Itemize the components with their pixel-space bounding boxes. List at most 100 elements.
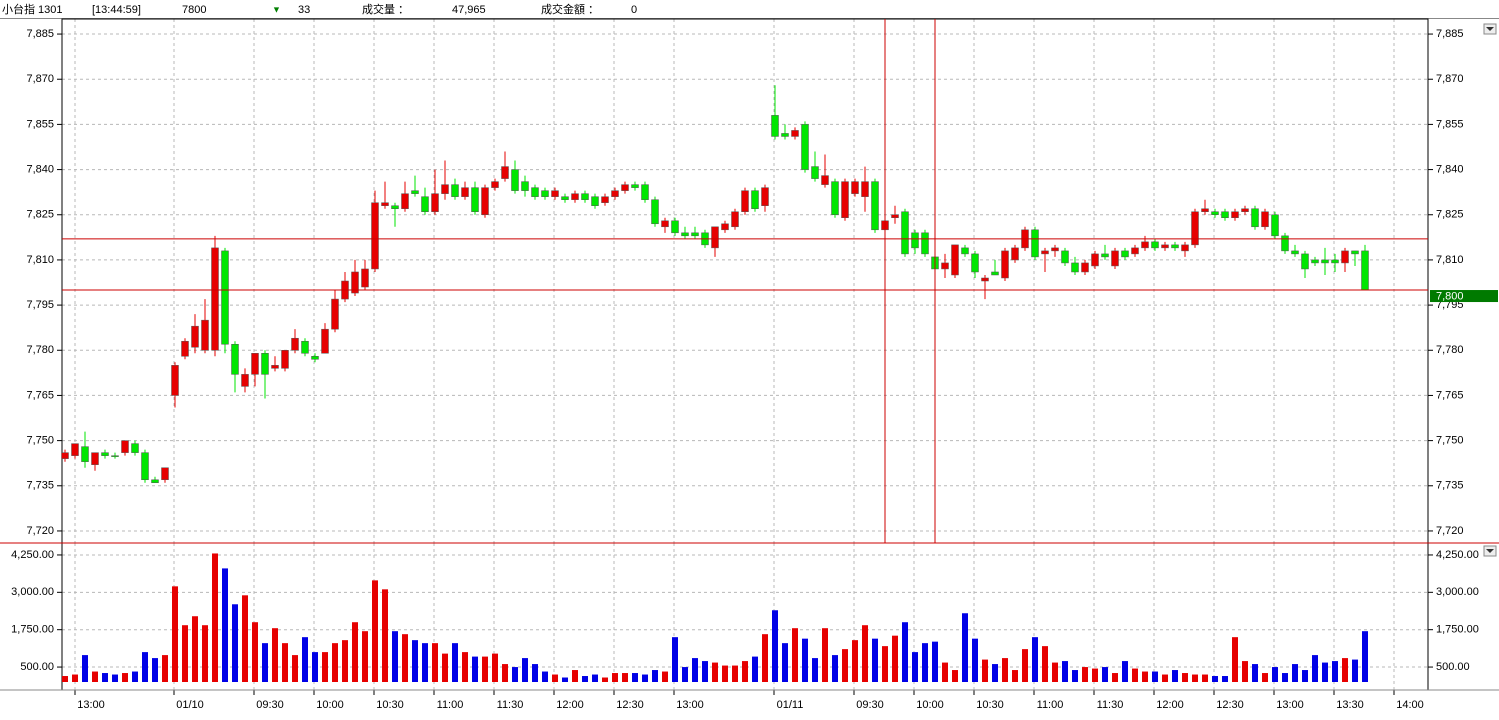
arrow: ▼ <box>272 4 281 14</box>
volume-bar <box>962 613 968 682</box>
candle-body <box>1071 262 1079 273</box>
volume-bar <box>1152 671 1158 682</box>
volume-bar <box>462 652 468 682</box>
candle-body <box>721 223 729 231</box>
volume-bar <box>782 643 788 682</box>
candle-body <box>1141 241 1149 249</box>
y-tick-label: 500.00 <box>20 661 54 673</box>
candle-body <box>421 196 429 212</box>
volume-bar <box>1192 674 1198 682</box>
candle-body <box>1081 262 1089 273</box>
volume-bar <box>1042 646 1048 682</box>
candle-body <box>681 232 689 237</box>
volume-bar <box>322 652 328 682</box>
volume-bar <box>832 655 838 682</box>
candle-body <box>591 196 599 206</box>
candle-body <box>781 133 789 137</box>
volume-bar <box>292 655 298 682</box>
volume-bar <box>1362 631 1368 682</box>
candle-body <box>1171 244 1179 249</box>
volume-bar <box>652 670 658 682</box>
candle-body <box>261 353 269 375</box>
candle-body <box>1161 244 1169 249</box>
candle-body <box>611 190 619 197</box>
candle-body <box>801 124 809 170</box>
volume-bar <box>172 586 178 682</box>
volume-bar <box>522 658 528 682</box>
volume-bar <box>1092 668 1098 682</box>
candle-body <box>61 452 69 459</box>
candle-body <box>581 193 589 200</box>
candle-body <box>181 340 189 357</box>
candle-body <box>231 343 239 375</box>
x-tick-label: 10:30 <box>376 699 404 711</box>
volume-bar <box>212 553 218 682</box>
candle-body <box>71 443 79 456</box>
volume-label: 成交量 ： <box>362 2 409 16</box>
candle-body <box>621 184 629 191</box>
volume-bar <box>862 625 868 682</box>
candle-body <box>841 181 849 219</box>
volume-bar <box>872 638 878 682</box>
volume-bar <box>412 640 418 682</box>
candle-body <box>971 253 979 273</box>
candle-body <box>1211 211 1219 215</box>
volume-bar <box>1112 673 1118 682</box>
volume-bar <box>542 671 548 682</box>
candle-body <box>1221 211 1229 219</box>
x-tick-label: 12:30 <box>616 699 644 711</box>
x-tick-label: 13:00 <box>1276 699 1304 711</box>
candle-body <box>291 337 299 351</box>
volume-bar <box>1302 670 1308 682</box>
volume-bar <box>382 589 388 682</box>
candle-body <box>1201 208 1209 212</box>
candle-body <box>891 214 899 219</box>
x-tick-label: 01/11 <box>777 699 804 711</box>
volume-bar <box>682 667 688 682</box>
volume-bar <box>1182 673 1188 682</box>
candle-body <box>451 184 459 197</box>
y-tick-label: 7,885 <box>1436 28 1464 40</box>
candle-body <box>1271 214 1279 237</box>
volume-bar <box>902 622 908 682</box>
volume-bar <box>642 674 648 682</box>
candle-body <box>961 247 969 255</box>
volume-bar <box>582 676 588 682</box>
candle-body <box>271 365 279 369</box>
x-tick-label: 13:30 <box>1336 699 1364 711</box>
y-tick-label: 4,250.00 <box>1436 549 1479 561</box>
volume-bar <box>482 656 488 682</box>
volume-bar <box>122 673 128 682</box>
candle-body <box>281 350 289 369</box>
volume-bar <box>452 643 458 682</box>
y-tick-label: 7,810 <box>26 254 54 266</box>
candle-body <box>391 205 399 209</box>
y-tick-label: 7,795 <box>26 299 54 311</box>
candle-body <box>151 479 159 484</box>
candle-body <box>121 440 129 453</box>
volume-bar <box>1002 658 1008 682</box>
volume-bar <box>372 580 378 682</box>
x-tick-label: 12:00 <box>1156 699 1184 711</box>
volume-bar <box>1232 637 1238 682</box>
candle-body <box>661 220 669 228</box>
candle-body <box>551 190 559 197</box>
candle-body <box>331 298 339 330</box>
candle-body <box>1051 247 1059 252</box>
candle-body <box>81 446 89 462</box>
volume-bar <box>92 671 98 682</box>
amount-label: 成交金額 ： <box>541 2 599 16</box>
candle-body <box>1331 259 1339 264</box>
volume-bar <box>732 665 738 682</box>
volume-bar <box>1262 673 1268 682</box>
candle-body <box>1361 250 1369 291</box>
volume-bar <box>282 643 288 682</box>
volume-bar <box>712 662 718 682</box>
candle-body <box>471 187 479 212</box>
candle-body <box>531 187 539 197</box>
candle-body <box>361 268 369 288</box>
candle-body <box>251 353 259 375</box>
candle-body <box>761 187 769 206</box>
candle-body <box>511 169 519 191</box>
volume-bar <box>202 625 208 682</box>
